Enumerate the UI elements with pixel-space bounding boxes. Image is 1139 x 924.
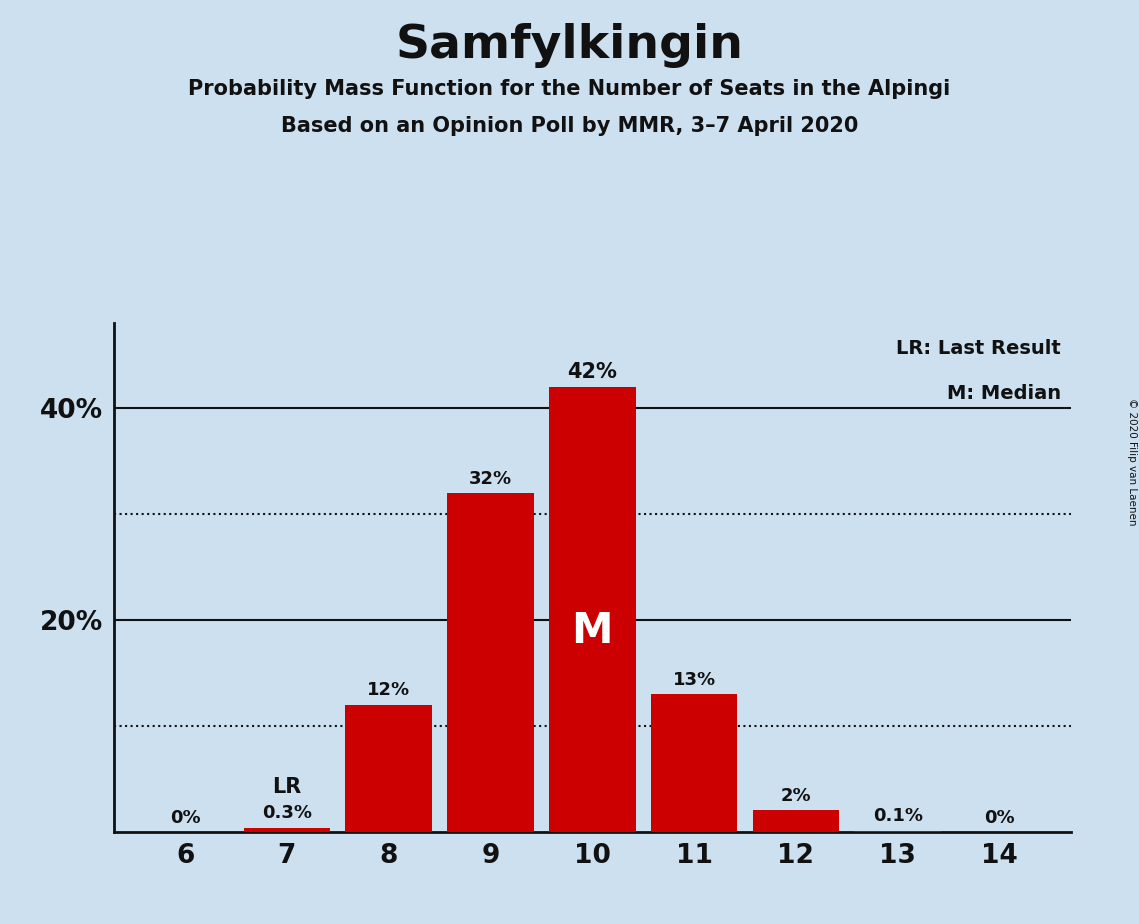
- Text: © 2020 Filip van Laenen: © 2020 Filip van Laenen: [1126, 398, 1137, 526]
- Bar: [448, 492, 534, 832]
- Text: 0.1%: 0.1%: [872, 808, 923, 825]
- Text: LR: Last Result: LR: Last Result: [896, 338, 1062, 358]
- Text: M: M: [572, 611, 613, 652]
- Text: Samfylkingin: Samfylkingin: [395, 23, 744, 68]
- Bar: [650, 694, 737, 832]
- Text: 0.3%: 0.3%: [262, 804, 312, 822]
- Text: Based on an Opinion Poll by MMR, 3–7 April 2020: Based on an Opinion Poll by MMR, 3–7 Apr…: [281, 116, 858, 136]
- Bar: [854, 831, 941, 832]
- Text: 0%: 0%: [984, 809, 1015, 827]
- Text: 12%: 12%: [367, 681, 410, 699]
- Bar: [244, 829, 330, 832]
- Text: 32%: 32%: [469, 469, 513, 488]
- Text: M: Median: M: Median: [947, 384, 1062, 404]
- Text: 42%: 42%: [567, 361, 617, 382]
- Text: Probability Mass Function for the Number of Seats in the Alpingi: Probability Mass Function for the Number…: [188, 79, 951, 99]
- Text: 2%: 2%: [780, 787, 811, 805]
- Bar: [345, 704, 432, 832]
- Bar: [753, 810, 839, 832]
- Text: 0%: 0%: [170, 809, 200, 827]
- Text: LR: LR: [272, 777, 302, 796]
- Bar: [549, 387, 636, 832]
- Text: 13%: 13%: [672, 671, 715, 688]
